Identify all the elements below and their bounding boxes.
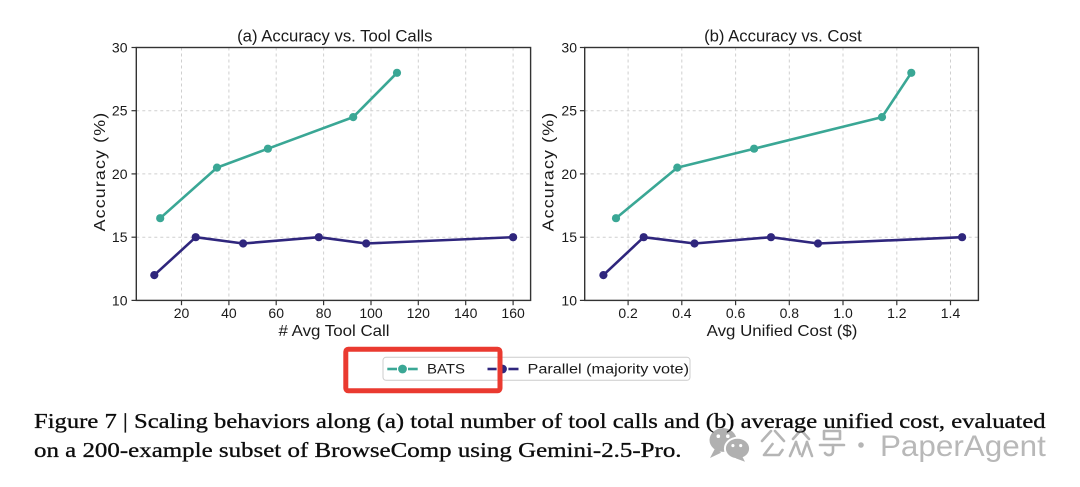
svg-text:15: 15 [112,229,128,245]
svg-text:20: 20 [174,305,190,321]
svg-text:1.0: 1.0 [833,305,853,321]
svg-text:30: 30 [561,40,577,56]
svg-text:120: 120 [407,305,431,321]
svg-text:0.6: 0.6 [726,305,746,321]
svg-text:140: 140 [454,305,478,321]
svg-text:Figure 7 | Scaling behaviors a: Figure 7 | Scaling behaviors along (a) t… [34,410,1046,433]
svg-text:160: 160 [501,305,525,321]
svg-text:Parallel (majority vote): Parallel (majority vote) [527,362,688,378]
svg-text:Accuracy (%): Accuracy (%) [540,112,558,232]
svg-text:10: 10 [561,292,577,308]
svg-text:0.8: 0.8 [780,305,800,321]
svg-text:20: 20 [112,166,128,182]
svg-text:BATS: BATS [427,362,465,377]
svg-text:Avg Unified Cost ($): Avg Unified Cost ($) [707,323,858,340]
svg-text:# Avg Tool Call: # Avg Tool Call [278,323,389,340]
svg-text:1.2: 1.2 [887,305,907,321]
svg-text:80: 80 [316,305,332,321]
svg-text:30: 30 [112,40,128,56]
svg-text:100: 100 [359,305,383,321]
svg-text:(b) Accuracy vs. Cost: (b) Accuracy vs. Cost [704,27,862,46]
svg-text:Accuracy (%): Accuracy (%) [91,112,109,232]
svg-text:25: 25 [561,103,577,119]
svg-text:(a) Accuracy vs. Tool Calls: (a) Accuracy vs. Tool Calls [237,27,432,46]
svg-text:PaperAgent: PaperAgent [880,429,1046,463]
svg-text:15: 15 [561,229,577,245]
svg-text:0.4: 0.4 [672,305,692,321]
svg-text:0.2: 0.2 [618,305,638,321]
svg-text:60: 60 [268,305,284,321]
svg-text:20: 20 [561,166,577,182]
svg-text:10: 10 [112,292,128,308]
svg-text:1.4: 1.4 [941,305,961,321]
svg-text:on a 200-example subset of Bro: on a 200-example subset of BrowseComp us… [34,438,682,462]
svg-text:25: 25 [112,103,128,119]
svg-text:40: 40 [221,305,237,321]
